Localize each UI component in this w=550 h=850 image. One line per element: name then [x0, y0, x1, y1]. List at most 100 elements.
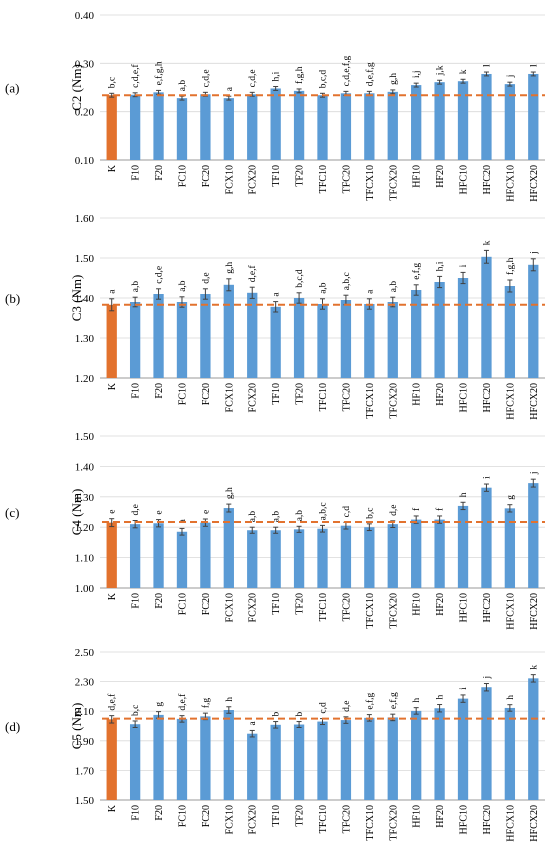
bar-FCX10	[223, 508, 234, 588]
bar-K	[106, 95, 117, 160]
x-tick-label: HFCX20	[529, 165, 540, 202]
x-tick-label: HF10	[412, 593, 423, 616]
x-tick-label: F10	[131, 383, 142, 399]
significance-label: h	[436, 695, 446, 700]
bar-HFCX10	[504, 508, 516, 588]
significance-label: g,h	[225, 262, 235, 274]
x-tick-label: HF20	[435, 593, 446, 616]
significance-label: d,e	[389, 504, 399, 515]
x-tick-label: K	[107, 592, 118, 600]
significance-label: d,e,f	[107, 693, 118, 711]
x-tick-label: TF20	[295, 593, 306, 615]
x-tick-label: TFCX10	[365, 383, 376, 419]
x-tick-label: HFC20	[482, 805, 493, 834]
x-tick-label: HF20	[435, 805, 446, 828]
bar-TF10	[270, 530, 281, 588]
x-tick-label: HF10	[412, 805, 423, 828]
y-tick-label: 1.00	[75, 583, 95, 595]
significance-label: c,d,e	[248, 69, 258, 87]
significance-label: a,b,c	[319, 502, 329, 520]
significance-label: f,g,h	[505, 257, 516, 275]
y-tick-label: 1.20	[75, 522, 95, 534]
bar-HFCX20	[528, 678, 539, 800]
bar-F20	[153, 714, 164, 800]
significance-label: h	[459, 492, 469, 497]
bar-HFCX20	[528, 73, 539, 160]
significance-label: c,d,e,f,g	[341, 56, 352, 87]
x-tick-label: TFCX10	[365, 165, 376, 201]
x-tick-label: TF20	[295, 383, 306, 405]
significance-label: b,c,d	[295, 269, 305, 288]
bar-HF20	[434, 82, 445, 160]
bar-FCX10	[223, 284, 234, 378]
x-tick-label: TFCX20	[388, 805, 399, 841]
x-tick-label: HFC10	[459, 593, 470, 622]
bar-HFC10	[457, 698, 469, 800]
x-tick-label: FC10	[177, 165, 188, 187]
x-tick-label: TFCX20	[388, 383, 399, 419]
significance-label: b	[295, 712, 305, 717]
bar-TFCX10	[364, 527, 375, 588]
x-tick-label: TFC10	[318, 593, 329, 621]
panel-label: (c)	[5, 505, 19, 520]
x-tick-label: F10	[131, 593, 142, 609]
significance-label: e,f,g,h	[154, 61, 165, 85]
x-tick-label: HFCX20	[529, 593, 540, 630]
y-tick-label: 1.40	[75, 293, 95, 305]
x-tick-label: FC10	[177, 383, 188, 405]
chart-panel-3: 1.00 1.10 1.20 1.30 1.40 1.50 e Kd,e F10 e F20 a FC1…	[5, 431, 545, 630]
bar-HF20	[434, 519, 445, 588]
significance-label: a	[225, 86, 235, 91]
x-tick-label: TF10	[271, 383, 282, 405]
significance-label: a	[248, 720, 258, 725]
bar-K	[106, 522, 117, 588]
bar-TFCX20	[387, 524, 398, 588]
x-tick-label: F10	[131, 165, 142, 181]
x-tick-label: HF10	[412, 165, 423, 188]
bar-F20	[153, 523, 164, 588]
bar-HFC10	[457, 505, 469, 588]
x-tick-label: TFCX20	[388, 165, 399, 201]
bar-TF10	[270, 306, 281, 378]
y-tick-label: 0.10	[75, 155, 95, 167]
x-tick-label: FCX10	[224, 383, 235, 412]
x-tick-label: TF20	[295, 165, 306, 187]
significance-label: j	[529, 472, 539, 476]
bar-TFC10	[317, 721, 328, 800]
bar-FC10	[176, 718, 188, 800]
bar-HF10	[411, 519, 422, 588]
y-tick-label: 1.50	[75, 253, 95, 265]
bar-TF20	[293, 529, 305, 588]
bar-TFC10	[317, 95, 328, 160]
x-tick-label: HF10	[412, 383, 423, 406]
bar-F10	[129, 524, 141, 588]
x-tick-label: FC20	[201, 165, 212, 187]
bar-HFCX10	[504, 707, 516, 800]
y-tick-label: 2.30	[75, 677, 95, 689]
bar-K	[106, 719, 117, 800]
significance-label: h,i	[436, 261, 446, 271]
x-tick-label: FCX10	[224, 805, 235, 834]
bar-HFC10	[457, 278, 469, 378]
bar-TF20	[293, 298, 305, 378]
x-tick-label: TFC10	[318, 805, 329, 833]
bar-FC10	[176, 531, 188, 588]
x-tick-label: TFCX10	[365, 805, 376, 841]
bar-FCX10	[223, 98, 234, 160]
x-tick-label: FCX20	[248, 383, 259, 412]
y-tick-label: 2.50	[75, 647, 95, 659]
x-tick-label: HFCX20	[529, 805, 540, 842]
significance-label: h	[506, 695, 516, 700]
significance-label: a,b,c	[342, 272, 352, 290]
significance-label: a,b	[248, 511, 258, 523]
panel-label: (a)	[5, 81, 19, 96]
x-tick-label: K	[107, 164, 118, 172]
x-tick-label: FCX10	[224, 593, 235, 622]
x-tick-label: F10	[131, 805, 142, 821]
x-tick-label: F20	[154, 593, 165, 609]
bar-HF10	[411, 710, 422, 800]
y-tick-label: 0.40	[75, 10, 95, 22]
bar-FCX20	[247, 733, 258, 800]
